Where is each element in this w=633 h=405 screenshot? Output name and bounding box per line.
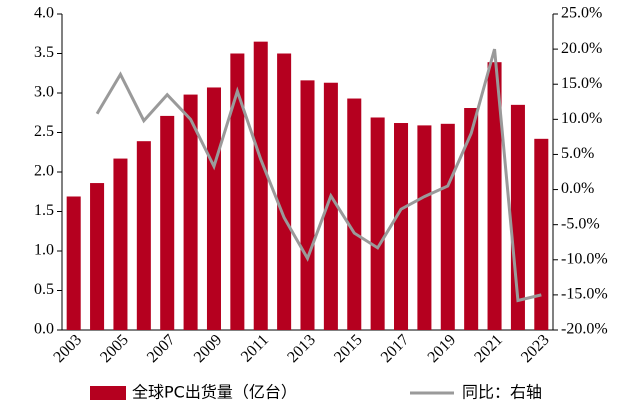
x-tick-label: 2007 bbox=[144, 331, 179, 366]
bar bbox=[66, 196, 81, 330]
legend-label: 同比：右轴 bbox=[462, 383, 542, 402]
y-tick-label: 2.5 bbox=[34, 123, 54, 140]
y2-tick-label: 15.0% bbox=[561, 75, 602, 92]
bar bbox=[347, 98, 362, 330]
y-tick-label: 4.0 bbox=[34, 5, 54, 22]
bar bbox=[277, 53, 292, 330]
bar bbox=[253, 41, 268, 331]
y2-tick-label: 0.0% bbox=[561, 180, 594, 197]
x-tick-label: 2005 bbox=[97, 331, 132, 366]
bar bbox=[417, 125, 432, 330]
bar bbox=[206, 87, 221, 330]
legend-swatch bbox=[90, 386, 126, 400]
bar bbox=[487, 62, 502, 330]
bar bbox=[464, 108, 479, 330]
x-tick-label: 2021 bbox=[471, 331, 506, 366]
y-tick-label: 2.0 bbox=[34, 163, 54, 180]
y-tick-label: 0.0 bbox=[34, 321, 54, 338]
y-tick-label: 0.5 bbox=[34, 281, 54, 298]
bar bbox=[160, 115, 175, 330]
y2-tick-label: 10.0% bbox=[561, 110, 602, 127]
x-tick-label: 2017 bbox=[378, 331, 413, 366]
bar bbox=[113, 158, 128, 330]
y2-tick-label: -15.0% bbox=[561, 286, 608, 303]
x-tick-label: 2015 bbox=[331, 331, 366, 366]
y2-tick-label: -5.0% bbox=[561, 215, 600, 232]
y-tick-label: 1.0 bbox=[34, 242, 54, 259]
bar bbox=[370, 117, 385, 331]
legend-label: 全球PC出货量（亿台） bbox=[132, 383, 297, 402]
x-tick-label: 2023 bbox=[518, 331, 553, 366]
y2-tick-label: 20.0% bbox=[561, 40, 602, 57]
x-tick-label: 2019 bbox=[425, 331, 460, 366]
bar bbox=[440, 123, 455, 330]
bar bbox=[394, 123, 409, 331]
x-tick-label: 2011 bbox=[238, 331, 272, 365]
bar bbox=[90, 183, 105, 330]
bar bbox=[323, 82, 338, 330]
y-tick-label: 1.5 bbox=[34, 202, 54, 219]
bar bbox=[183, 94, 198, 330]
bar bbox=[136, 141, 151, 330]
x-tick-label: 2009 bbox=[191, 331, 226, 366]
y2-tick-label: 25.0% bbox=[561, 5, 602, 22]
line bbox=[95, 48, 542, 303]
y2-tick-label: 5.0% bbox=[561, 145, 594, 162]
bar bbox=[230, 53, 245, 330]
y2-tick-label: -20.0% bbox=[561, 321, 608, 338]
y2-tick-label: -10.0% bbox=[561, 250, 608, 267]
bar bbox=[534, 138, 549, 330]
y-tick-label: 3.5 bbox=[34, 44, 54, 61]
bar bbox=[300, 80, 315, 330]
y-tick-label: 3.0 bbox=[34, 84, 54, 101]
x-tick-label: 2003 bbox=[50, 331, 85, 366]
x-tick-label: 2013 bbox=[284, 331, 319, 366]
